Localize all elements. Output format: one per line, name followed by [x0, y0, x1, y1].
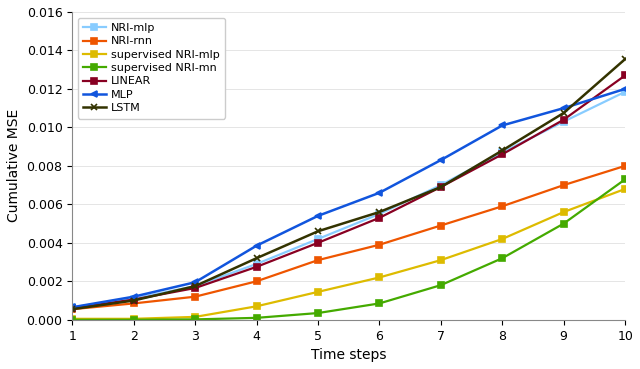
LINEAR [314, 241, 322, 245]
supervised NRI-mlp [314, 290, 322, 294]
supervised NRI-mlp [437, 258, 445, 262]
LSTM [437, 185, 445, 189]
LSTM [376, 210, 383, 214]
NRI-rnn [437, 223, 445, 228]
NRI-mlp [437, 183, 445, 187]
NRI-mlp [253, 262, 260, 266]
Line: MLP: MLP [68, 86, 628, 311]
NRI-mlp [68, 305, 76, 310]
LINEAR [499, 152, 506, 156]
Line: supervised NRI-mlp: supervised NRI-mlp [70, 186, 628, 322]
MLP [621, 87, 629, 91]
LINEAR [68, 306, 76, 310]
NRI-mlp [130, 296, 138, 301]
LSTM [191, 284, 199, 288]
LINEAR [130, 297, 138, 302]
NRI-rnn [499, 204, 506, 208]
LINEAR [376, 215, 383, 220]
LSTM [68, 307, 76, 311]
LSTM [621, 57, 629, 61]
NRI-rnn [253, 279, 260, 283]
NRI-rnn [560, 183, 568, 187]
NRI-rnn [314, 258, 322, 262]
NRI-mlp [191, 284, 199, 288]
supervised NRI-mn [621, 177, 629, 182]
MLP [376, 190, 383, 195]
supervised NRI-mn [253, 315, 260, 320]
Legend: NRI-mlp, NRI-rnn, supervised NRI-mlp, supervised NRI-mn, LINEAR, MLP, LSTM: NRI-mlp, NRI-rnn, supervised NRI-mlp, su… [78, 17, 225, 118]
MLP [253, 244, 260, 248]
supervised NRI-mn [560, 221, 568, 226]
Line: LSTM: LSTM [68, 56, 628, 313]
LINEAR [560, 117, 568, 122]
supervised NRI-mlp [253, 304, 260, 308]
LSTM [499, 148, 506, 153]
NRI-mlp [560, 120, 568, 124]
Line: NRI-rnn: NRI-rnn [70, 163, 628, 312]
NRI-rnn [191, 294, 199, 299]
supervised NRI-mlp [68, 317, 76, 321]
LSTM [314, 229, 322, 234]
NRI-mlp [499, 150, 506, 155]
LINEAR [621, 73, 629, 77]
supervised NRI-mlp [191, 315, 199, 319]
Y-axis label: Cumulative MSE: Cumulative MSE [7, 109, 21, 223]
supervised NRI-mn [499, 256, 506, 261]
supervised NRI-mn [68, 318, 76, 322]
supervised NRI-mn [191, 317, 199, 322]
LSTM [253, 256, 260, 261]
supervised NRI-mn [130, 318, 138, 322]
MLP [437, 158, 445, 162]
MLP [68, 305, 76, 310]
supervised NRI-mn [314, 311, 322, 315]
X-axis label: Time steps: Time steps [311, 348, 387, 362]
NRI-mlp [314, 237, 322, 241]
LINEAR [437, 185, 445, 189]
supervised NRI-mlp [499, 237, 506, 241]
supervised NRI-mlp [560, 210, 568, 214]
Line: LINEAR: LINEAR [70, 73, 628, 311]
NRI-rnn [621, 163, 629, 168]
MLP [314, 214, 322, 218]
Line: NRI-mlp: NRI-mlp [70, 89, 628, 310]
supervised NRI-mlp [376, 275, 383, 280]
supervised NRI-mlp [621, 187, 629, 191]
MLP [191, 280, 199, 284]
Line: supervised NRI-mn: supervised NRI-mn [70, 176, 628, 323]
LINEAR [191, 286, 199, 290]
supervised NRI-mn [437, 283, 445, 287]
LINEAR [253, 265, 260, 269]
NRI-rnn [68, 307, 76, 311]
NRI-rnn [130, 301, 138, 306]
MLP [499, 123, 506, 128]
NRI-mlp [621, 90, 629, 94]
LSTM [130, 298, 138, 303]
supervised NRI-mlp [130, 317, 138, 321]
LSTM [560, 111, 568, 115]
MLP [130, 294, 138, 299]
supervised NRI-mn [376, 301, 383, 306]
NRI-mlp [376, 212, 383, 216]
NRI-rnn [376, 242, 383, 247]
MLP [560, 106, 568, 110]
